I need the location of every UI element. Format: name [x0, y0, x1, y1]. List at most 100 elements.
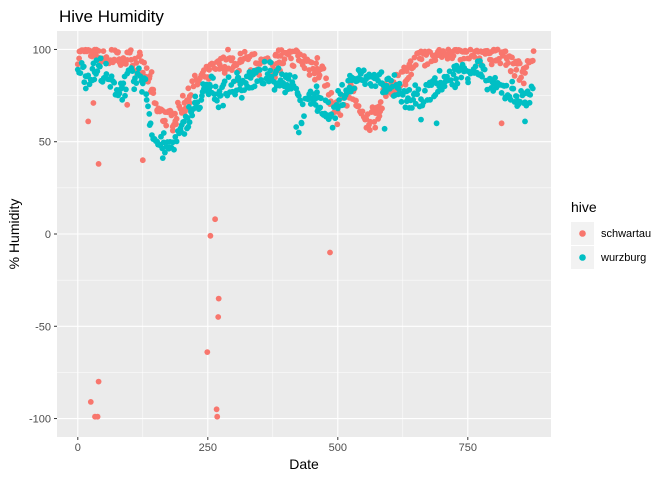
point-wurzburg: [298, 120, 305, 127]
point-schwartau: [513, 66, 520, 73]
point-wurzburg: [314, 89, 320, 96]
point-wurzburg: [133, 80, 140, 86]
point-wurzburg: [427, 96, 433, 103]
point-schwartau: [314, 55, 321, 61]
point-schwartau: [467, 46, 474, 53]
point-schwartau: [173, 121, 179, 128]
point-wurzburg: [131, 86, 138, 93]
point-schwartau: [143, 65, 150, 71]
point-schwartau: [498, 120, 505, 127]
point-wurzburg: [295, 129, 302, 136]
point-wurzburg: [318, 95, 324, 102]
point-wurzburg: [221, 78, 228, 85]
point-schwartau: [518, 74, 524, 81]
point-wurzburg: [267, 67, 274, 74]
point-wurzburg: [510, 85, 517, 92]
x-tick-label: 250: [199, 442, 217, 454]
point-schwartau: [306, 72, 313, 78]
point-schwartau: [313, 60, 319, 67]
point-schwartau: [327, 249, 333, 256]
point-wurzburg: [145, 103, 151, 110]
point-wurzburg: [94, 68, 101, 75]
point-wurzburg: [132, 75, 138, 82]
point-wurzburg: [262, 65, 268, 72]
point-wurzburg: [186, 104, 192, 110]
y-tick-label: 0: [45, 229, 51, 241]
point-schwartau: [505, 60, 511, 66]
point-wurzburg: [336, 97, 342, 103]
point-wurzburg: [498, 90, 505, 96]
point-schwartau: [337, 112, 344, 118]
x-tick-label: 500: [329, 442, 347, 454]
point-wurzburg: [436, 67, 443, 74]
point-schwartau: [124, 101, 131, 108]
point-schwartau: [353, 97, 359, 104]
point-schwartau: [213, 406, 220, 413]
point-schwartau: [162, 117, 168, 124]
point-wurzburg: [260, 80, 267, 87]
point-wurzburg: [185, 123, 192, 130]
data-points: [74, 46, 537, 420]
point-schwartau: [377, 99, 384, 105]
point-wurzburg: [103, 60, 109, 67]
legend: hive schwartau wurzburg: [571, 199, 651, 269]
point-schwartau: [372, 124, 379, 131]
point-schwartau: [502, 48, 509, 55]
point-schwartau: [450, 52, 457, 59]
point-wurzburg: [181, 131, 188, 137]
point-wurzburg: [91, 76, 98, 83]
point-wurzburg: [299, 101, 306, 108]
point-schwartau: [95, 161, 102, 167]
point-schwartau: [185, 85, 192, 92]
point-wurzburg: [339, 81, 345, 88]
point-wurzburg: [422, 87, 428, 94]
point-wurzburg: [325, 99, 332, 106]
point-wurzburg: [172, 134, 179, 140]
point-wurzburg: [313, 83, 320, 90]
point-wurzburg: [207, 83, 214, 90]
point-wurzburg: [107, 84, 114, 90]
point-schwartau: [225, 46, 231, 53]
y-axis-title: % Humidity: [6, 199, 22, 270]
point-wurzburg: [372, 83, 379, 90]
point-wurzburg: [251, 83, 258, 90]
point-wurzburg: [388, 77, 394, 84]
point-wurzburg: [406, 87, 413, 93]
point-wurzburg: [448, 77, 454, 83]
point-wurzburg: [481, 66, 488, 73]
point-wurzburg: [351, 85, 358, 92]
y-tick-label: -100: [29, 414, 51, 426]
legend-swatch-wurzburg: [579, 254, 586, 261]
point-wurzburg: [139, 80, 146, 87]
point-wurzburg: [381, 125, 388, 132]
point-wurzburg: [295, 92, 302, 99]
point-wurzburg: [479, 73, 485, 80]
point-schwartau: [214, 413, 221, 420]
point-wurzburg: [292, 74, 298, 80]
point-wurzburg: [97, 63, 103, 70]
point-wurzburg: [340, 101, 346, 108]
point-schwartau: [85, 118, 92, 125]
point-schwartau: [288, 55, 294, 62]
point-schwartau: [488, 57, 495, 63]
point-wurzburg: [142, 76, 149, 83]
point-wurzburg: [332, 115, 339, 122]
point-wurzburg: [527, 91, 534, 98]
point-wurzburg: [147, 120, 154, 127]
grid-major: [57, 31, 551, 437]
point-wurzburg: [529, 85, 536, 92]
point-wurzburg: [472, 63, 479, 70]
point-schwartau: [323, 75, 329, 82]
point-schwartau: [529, 57, 536, 64]
point-wurzburg: [212, 83, 219, 90]
point-wurzburg: [409, 105, 415, 111]
point-schwartau: [87, 399, 94, 405]
point-schwartau: [163, 122, 170, 129]
x-tick-label: 750: [459, 442, 477, 454]
y-axis: -100 -50 0 50 100: [29, 44, 57, 426]
point-schwartau: [141, 59, 148, 66]
point-schwartau: [139, 157, 146, 164]
point-schwartau: [320, 65, 327, 72]
point-wurzburg: [513, 93, 520, 100]
